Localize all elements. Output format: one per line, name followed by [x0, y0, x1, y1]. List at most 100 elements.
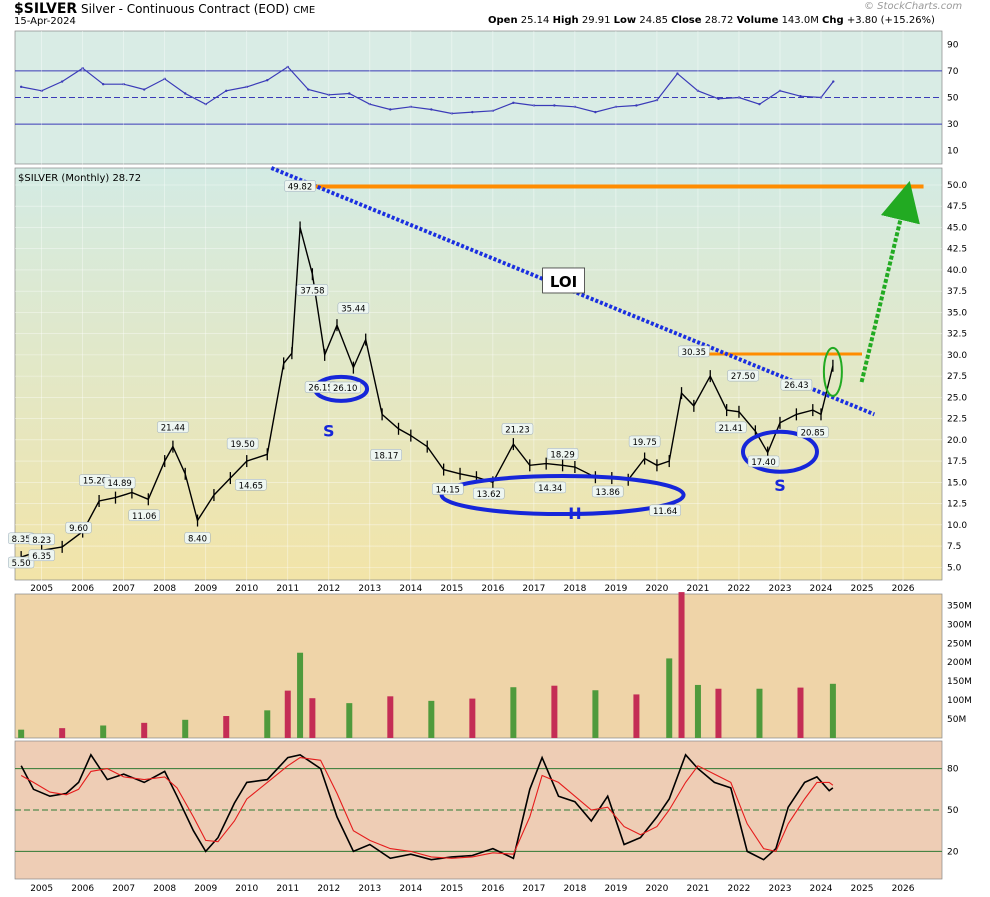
annotation-label: 18.17: [374, 451, 398, 461]
rsi-tick-label: 10: [947, 147, 959, 157]
x-tick-label-bottom: 2005: [30, 884, 53, 894]
symbol-label: $SILVER: [14, 1, 78, 17]
x-tick-label-bottom: 2025: [851, 884, 874, 894]
annotation-box: [628, 435, 661, 448]
rsi-point: [471, 110, 474, 114]
annotation-label: 37.58: [300, 286, 324, 296]
chart-date: 15-Apr-2024: [14, 16, 76, 27]
volume-tick-label: 150M: [947, 677, 972, 687]
price-tick-label: 25.0: [947, 393, 967, 403]
annotation-label: 21.44: [161, 424, 185, 434]
volume-bar: [829, 683, 836, 738]
annotation-box: [226, 437, 259, 450]
stochastic-k-line: [20, 753, 834, 861]
annotation-box: [296, 284, 329, 296]
volume-bar: [666, 658, 673, 738]
annotation-label: 11.64: [653, 507, 677, 517]
volume-bar: [510, 687, 517, 738]
rsi-point: [758, 102, 761, 106]
rsi-point: [184, 92, 187, 95]
high-value: 29.91: [581, 15, 611, 26]
volume-bar: [223, 716, 230, 738]
annotation-label: 26.43: [784, 381, 808, 391]
volume-tick-label: 350M: [947, 601, 972, 611]
volume-bar: [469, 698, 476, 738]
annotation-box: [501, 423, 534, 435]
annotation-label: 11.06: [132, 512, 156, 522]
annotation-box: [678, 345, 710, 358]
annotation-box: [157, 421, 189, 433]
price-tick-label: 7.5: [947, 542, 961, 552]
volume-bar: [592, 690, 599, 738]
volume-tick-label: 50M: [947, 715, 966, 725]
volume-bar: [633, 694, 640, 738]
x-tick-label-top: 2013: [358, 584, 381, 594]
loi-label-box: [542, 267, 585, 294]
breakout-highlight: [822, 346, 843, 397]
x-tick-label-top: 2010: [235, 584, 258, 594]
annotation-box: [337, 302, 370, 314]
x-tick-label-bottom: 2015: [440, 884, 463, 894]
x-axis: 2005 2005 2006 2006 2007 2007 2008 2008 2009 2009…: [30, 584, 915, 894]
x-tick-label-bottom: 2008: [153, 884, 176, 894]
annotation-box: [473, 487, 505, 500]
price-background: [14, 167, 943, 581]
shoulder-label-left: S: [323, 421, 335, 440]
x-tick-label-top: 2009: [194, 584, 217, 594]
rsi-point: [594, 110, 597, 114]
loi-label: LOI: [550, 273, 577, 291]
annotation-label: 27.50: [731, 372, 755, 382]
annotation-box: [780, 378, 813, 391]
annotation-box: [103, 476, 136, 489]
volume-bar: [678, 592, 685, 738]
annotation-label: 5.50: [12, 559, 31, 569]
price-tick-label: 37.5: [947, 287, 967, 297]
annotation-box: [591, 485, 624, 498]
x-tick-label-bottom: 2009: [194, 884, 217, 894]
annotation-label: 13.62: [477, 490, 501, 500]
price-tick-label: 45.0: [947, 223, 967, 233]
x-tick-label-bottom: 2024: [810, 884, 833, 894]
rsi-point: [635, 104, 638, 107]
annotation-label: 13.86: [596, 488, 620, 498]
head-label: H: [568, 504, 581, 523]
chart-title: $SILVER Silver - Continuous Contract (EO…: [14, 1, 315, 17]
volume-bar: [18, 729, 25, 738]
price-tick-label: 12.5: [947, 500, 967, 510]
x-tick-label-top: 2023: [769, 584, 792, 594]
annotation-label: 19.75: [632, 438, 656, 448]
x-tick-label-top: 2015: [440, 584, 463, 594]
price-tick-label: 22.5: [947, 415, 967, 425]
volume-bar: [100, 725, 107, 738]
x-tick-label-bottom: 2019: [604, 884, 627, 894]
annotation-box: [747, 455, 780, 468]
volume-bar: [428, 700, 435, 738]
annotation-label: 14.15: [436, 486, 460, 496]
x-tick-label-top: 2005: [30, 584, 53, 594]
price-title: $SILVER (Monthly) 28.72: [18, 173, 141, 184]
annotation-label: 15.20: [83, 477, 107, 487]
annotation-box: [8, 556, 35, 569]
rsi-point: [832, 80, 835, 83]
volume-tick-label: 100M: [947, 696, 972, 706]
rsi-point: [266, 79, 269, 82]
volume-background: [14, 593, 943, 739]
annotation-box: [649, 504, 681, 517]
annotation-label: 18.29: [550, 450, 574, 460]
annotation-label: 6.35: [32, 552, 51, 562]
x-tick-label-bottom: 2010: [235, 884, 258, 894]
annotation-box: [284, 180, 316, 192]
x-tick-label-bottom: 2020: [645, 884, 668, 894]
rsi-point: [143, 88, 146, 91]
volume-bar: [694, 684, 701, 738]
stockcharts-logo: © StockCharts.com: [864, 1, 963, 12]
x-tick-label-bottom: 2021: [686, 884, 709, 894]
x-tick-label-top: 2024: [810, 584, 833, 594]
x-tick-label-bottom: 2007: [112, 884, 135, 894]
annotation-box: [65, 521, 92, 534]
rsi-point: [799, 94, 802, 98]
x-tick-label-bottom: 2012: [317, 884, 340, 894]
target-arrow: [859, 180, 920, 383]
x-tick-label-top: 2008: [153, 584, 176, 594]
annotation-label: 8.40: [188, 534, 207, 544]
